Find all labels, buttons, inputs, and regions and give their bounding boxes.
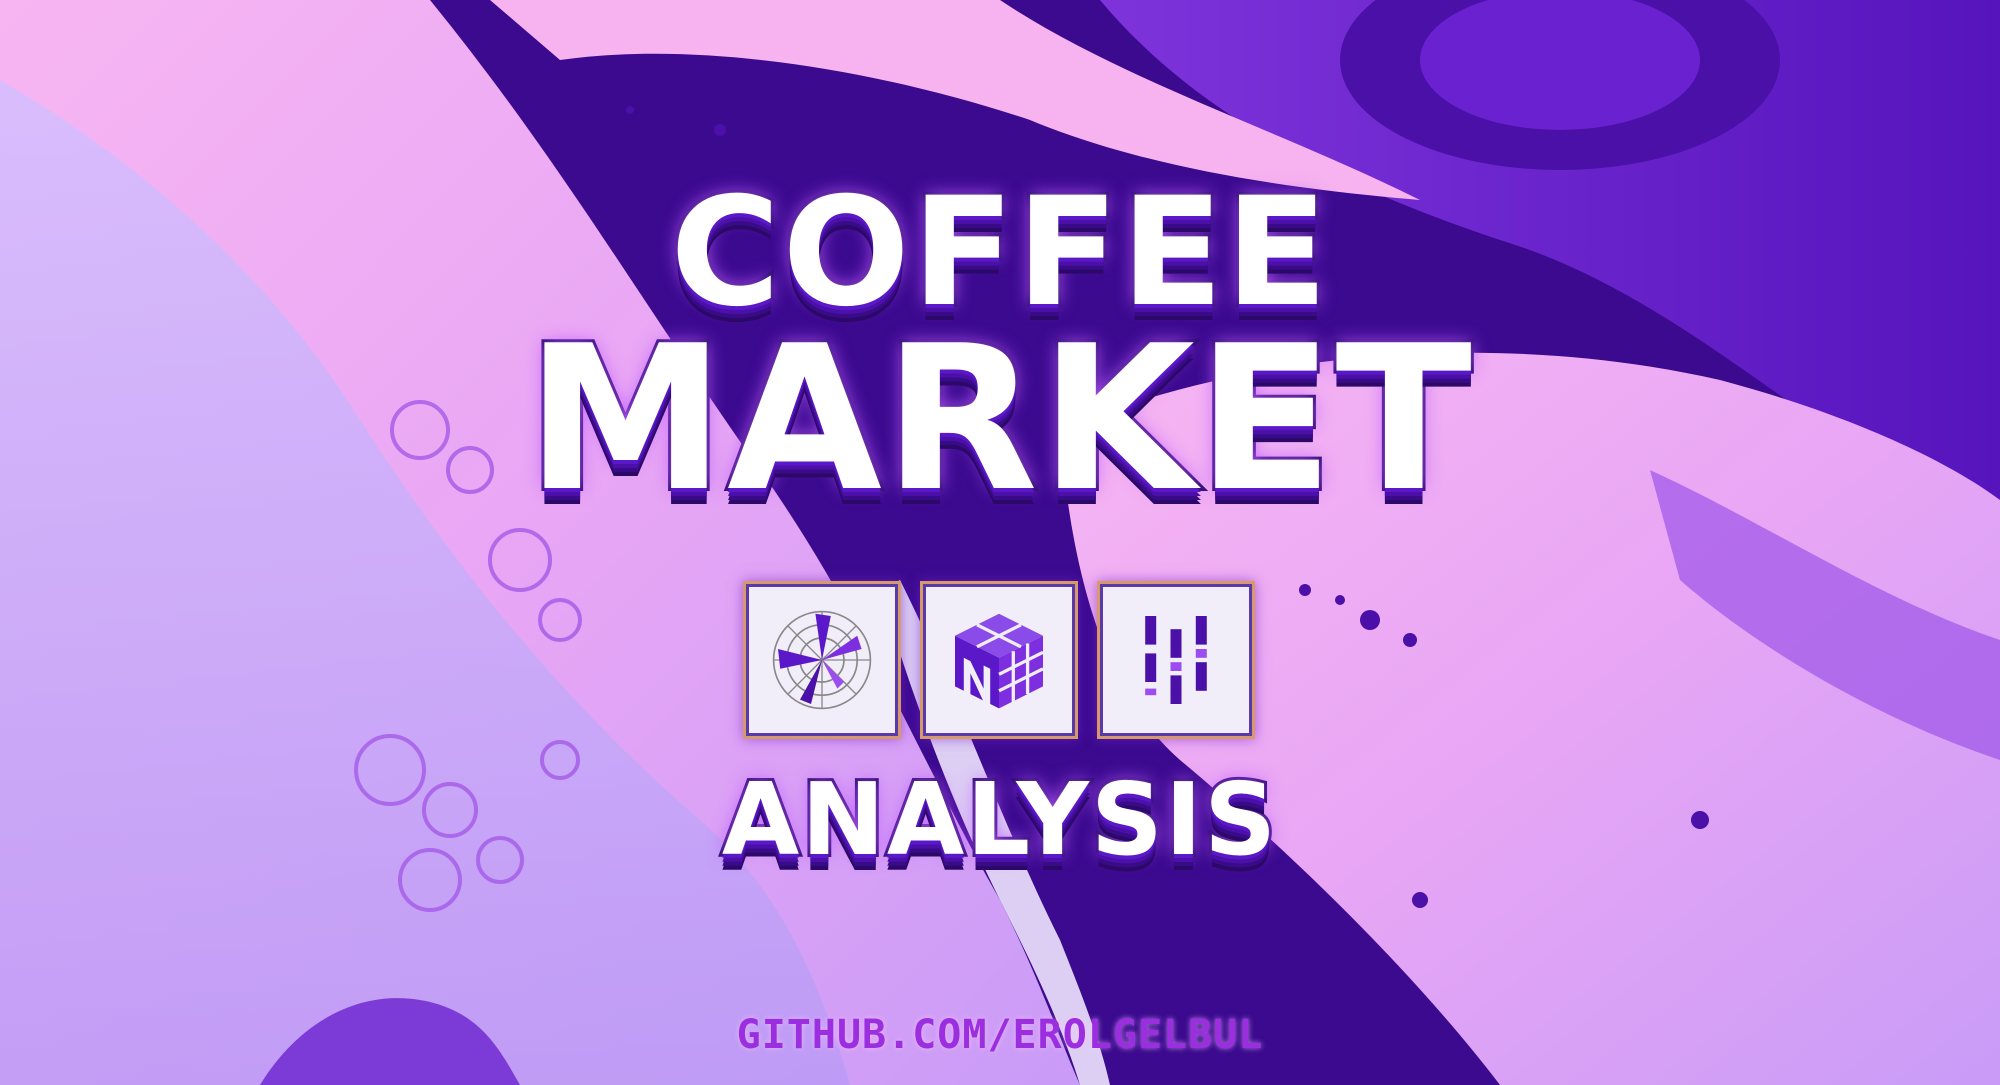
logo-tile-polar-chart bbox=[743, 581, 901, 739]
title-market: MARKET bbox=[523, 303, 1475, 536]
logo-row bbox=[743, 581, 1255, 739]
polar-chart-icon bbox=[772, 610, 872, 710]
numpy-cube-icon bbox=[955, 613, 1044, 709]
logo-tile-numpy bbox=[920, 581, 1078, 739]
logo-tile-pandas bbox=[1097, 581, 1255, 739]
title-coffee: COFFEE bbox=[667, 166, 1330, 340]
title-analysis: ANALYSIS bbox=[719, 761, 1279, 878]
github-url: GITHUB.COM/EROLGELBUL bbox=[736, 1012, 1264, 1058]
pandas-bars-icon bbox=[1145, 616, 1207, 704]
